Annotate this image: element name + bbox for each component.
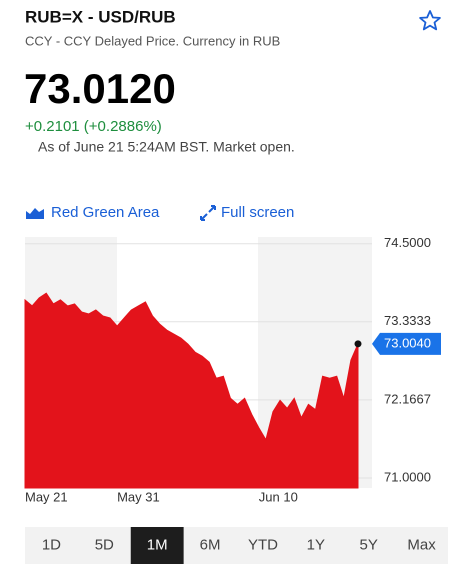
range-label: 6M: [200, 536, 221, 553]
range-button[interactable]: 5D: [95, 536, 114, 553]
last-point: [354, 340, 362, 348]
range-label: 1D: [42, 536, 61, 553]
range-button[interactable]: 1D: [42, 536, 61, 553]
chart: 74.5000 73.3333 72.1667 71.0000 May 21 May 31…: [24, 235, 441, 504]
range-label: Max: [407, 536, 436, 553]
range-button[interactable]: Max: [407, 536, 436, 553]
area-icon: [26, 208, 44, 219]
range-label: 5D: [95, 536, 114, 553]
last-value-tag: [372, 332, 441, 355]
x-tick-label: May 31: [117, 489, 160, 504]
title: RUB=X - USD/RUB: [25, 7, 176, 26]
range-selected: [130, 527, 184, 564]
full-screen-button[interactable]: Full screen: [200, 204, 294, 221]
x-tick-label: May 21: [25, 489, 68, 504]
range-button[interactable]: 5Y: [360, 536, 378, 553]
full-screen-icon: [200, 205, 216, 221]
subtitle: CCY - CCY Delayed Price. Currency in RUB: [25, 33, 280, 48]
range-label: 1M: [147, 536, 168, 553]
y-tick-label: 72.1667: [384, 391, 431, 406]
last-value-label: 73.0040: [384, 335, 431, 350]
range-label: YTD: [248, 536, 278, 553]
range-label: 1Y: [307, 536, 325, 553]
price-area: [24, 292, 359, 489]
x-tick-label: Jun 10: [259, 489, 298, 504]
range-label: 5Y: [360, 536, 378, 553]
watchlist-star[interactable]: [419, 10, 441, 31]
chart-style-button[interactable]: Red Green Area: [26, 204, 160, 221]
price: 73.0120: [24, 65, 176, 112]
full-screen-label: Full screen: [221, 204, 294, 221]
star-icon: [419, 10, 441, 31]
range-bar: [25, 527, 448, 564]
timestamp: As of June 21 5:24AM BST. Market open.: [38, 139, 295, 155]
y-tick-label: 73.3333: [384, 313, 431, 328]
price-change: +0.2101 (+0.2886%): [25, 118, 162, 135]
y-tick-label: 74.5000: [384, 235, 431, 250]
range-button[interactable]: YTD: [248, 536, 278, 553]
chart-style-label: Red Green Area: [51, 204, 160, 221]
range-button[interactable]: 1Y: [307, 536, 325, 553]
range-button[interactable]: 6M: [200, 536, 221, 553]
range-button[interactable]: 1M: [130, 527, 184, 564]
y-tick-label: 71.0000: [384, 469, 431, 484]
range-selector: 1D 5D 1M 6M YTD 1Y 5Y Max: [25, 527, 448, 564]
